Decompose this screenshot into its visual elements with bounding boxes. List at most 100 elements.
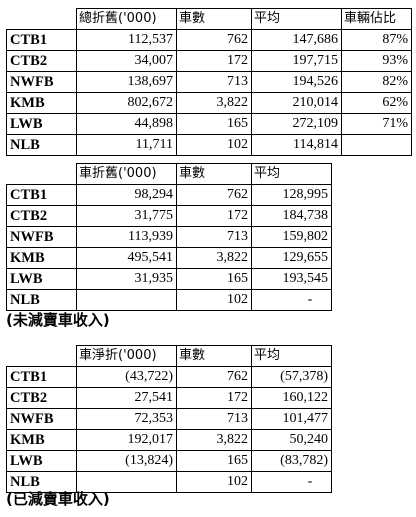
table-cell: 197,715 — [251, 50, 342, 72]
table-cell: - — [251, 289, 332, 311]
table-cell: 184,738 — [251, 205, 332, 227]
operator-label: CTB2 — [6, 50, 77, 72]
operator-label: KMB — [6, 429, 77, 451]
corner-cell — [6, 163, 77, 185]
header-row: 車淨折('000) 車數 平均 — [6, 345, 332, 367]
operator-label: KMB — [6, 92, 77, 114]
table-row: CTB2 31,775 172 184,738 — [6, 205, 332, 227]
table-cell: (43,722) — [76, 366, 177, 388]
table-cell: 802,672 — [76, 92, 177, 114]
table-cell: 272,109 — [251, 113, 342, 135]
operator-label: CTB1 — [6, 366, 77, 388]
operator-label: KMB — [6, 247, 77, 269]
table-row: KMB 802,672 3,822 210,014 62% — [6, 92, 412, 114]
header-row: 總折舊('000) 車數 平均 車輛佔比 — [6, 8, 412, 30]
column-header: 車折舊('000) — [76, 163, 177, 185]
table-cell: (57,378) — [251, 366, 332, 388]
column-header: 車數 — [176, 345, 252, 367]
table-cell — [341, 134, 412, 156]
operator-label: NLB — [6, 289, 77, 311]
table-cell: 11,711 — [76, 134, 177, 156]
operator-label: CTB1 — [6, 184, 77, 206]
table-cell: 193,545 — [251, 268, 332, 290]
table-cell: 44,898 — [76, 113, 177, 135]
table-row: CTB1 (43,722) 762 (57,378) — [6, 366, 332, 388]
table-cell: 194,526 — [251, 71, 342, 93]
table-row: NWFB 72,353 713 101,477 — [6, 408, 332, 430]
operator-label: NLB — [6, 471, 77, 493]
operator-label: NWFB — [6, 71, 77, 93]
table-row: NLB 11,711 102 114,814 — [6, 134, 412, 156]
operator-label: LWB — [6, 450, 77, 472]
table-cell: 129,655 — [251, 247, 332, 269]
column-header: 平均 — [251, 8, 342, 30]
table-cell: 102 — [176, 471, 252, 493]
operator-label: LWB — [6, 268, 77, 290]
table-cell: 165 — [176, 268, 252, 290]
table-cell: 495,541 — [76, 247, 177, 269]
table-row: KMB 495,541 3,822 129,655 — [6, 247, 332, 269]
depreciation-table-total: 總折舊('000) 車數 平均 車輛佔比 CTB1 112,537 762 147,686 87… — [6, 8, 412, 156]
table-row: CTB2 27,541 172 160,122 — [6, 387, 332, 409]
table-cell: 138,697 — [76, 71, 177, 93]
table-cell: 113,939 — [76, 226, 177, 248]
table-row: CTB2 34,007 172 197,715 93% — [6, 50, 412, 72]
column-header: 總折舊('000) — [76, 8, 177, 30]
table-cell: 713 — [176, 408, 252, 430]
table-cell: 71% — [341, 113, 412, 135]
header-row: 車折舊('000) 車數 平均 — [6, 163, 332, 185]
operator-label: CTB1 — [6, 29, 77, 51]
table-cell: 172 — [176, 387, 252, 409]
table-cell: 172 — [176, 50, 252, 72]
table-cell: 3,822 — [176, 92, 252, 114]
table-cell: 72,353 — [76, 408, 177, 430]
column-header: 車數 — [176, 163, 252, 185]
table-cell: 31,775 — [76, 205, 177, 227]
table-row: NLB 102- — [6, 289, 332, 311]
table-row: LWB 44,898 165 272,109 71% — [6, 113, 412, 135]
operator-label: NWFB — [6, 226, 77, 248]
table-cell: 102 — [176, 134, 252, 156]
operator-label: CTB2 — [6, 387, 77, 409]
table-cell: 31,935 — [76, 268, 177, 290]
table-row: NLB 102- — [6, 471, 332, 493]
table-cell: 101,477 — [251, 408, 332, 430]
depreciation-table-gross: 車折舊('000) 車數 平均 CTB1 98,294 762 128,995 CTB2 31,… — [6, 163, 332, 311]
table-cell: 762 — [176, 29, 252, 51]
table-cell: 50,240 — [251, 429, 332, 451]
column-header: 平均 — [251, 163, 332, 185]
table-row: NWFB 113,939 713 159,802 — [6, 226, 332, 248]
operator-label: NWFB — [6, 408, 77, 430]
table-cell: 62% — [341, 92, 412, 114]
table-cell: 93% — [341, 50, 412, 72]
operator-label: LWB — [6, 113, 77, 135]
table-row: LWB (13,824) 165 (83,782) — [6, 450, 332, 472]
table-cell: 27,541 — [76, 387, 177, 409]
column-header: 車數 — [176, 8, 252, 30]
table-row: KMB 192,017 3,822 50,240 — [6, 429, 332, 451]
table-cell: 98,294 — [76, 184, 177, 206]
table-cell: 114,814 — [251, 134, 342, 156]
table-row: NWFB 138,697 713 194,526 82% — [6, 71, 412, 93]
corner-cell — [6, 345, 77, 367]
table-cell: 192,017 — [76, 429, 177, 451]
table-cell: 3,822 — [176, 429, 252, 451]
table-cell: 165 — [176, 450, 252, 472]
table-cell — [76, 289, 177, 311]
table-cell: 172 — [176, 205, 252, 227]
table3-caption: (已減賣車收入) — [6, 490, 110, 508]
table-row: CTB1 112,537 762 147,686 87% — [6, 29, 412, 51]
table-cell: 713 — [176, 71, 252, 93]
operator-label: CTB2 — [6, 205, 77, 227]
operator-label: NLB — [6, 134, 77, 156]
table-row: LWB 31,935 165 193,545 — [6, 268, 332, 290]
depreciation-table-net: 車淨折('000) 車數 平均 CTB1 (43,722) 762 (57,378) CTB2… — [6, 345, 332, 493]
table-cell: 762 — [176, 184, 252, 206]
table-cell: (83,782) — [251, 450, 332, 472]
table-cell: 34,007 — [76, 50, 177, 72]
table-cell: 112,537 — [76, 29, 177, 51]
column-header: 平均 — [251, 345, 332, 367]
table2-caption: (未減賣車收入) — [6, 311, 110, 329]
table-cell: 160,122 — [251, 387, 332, 409]
table-cell: (13,824) — [76, 450, 177, 472]
